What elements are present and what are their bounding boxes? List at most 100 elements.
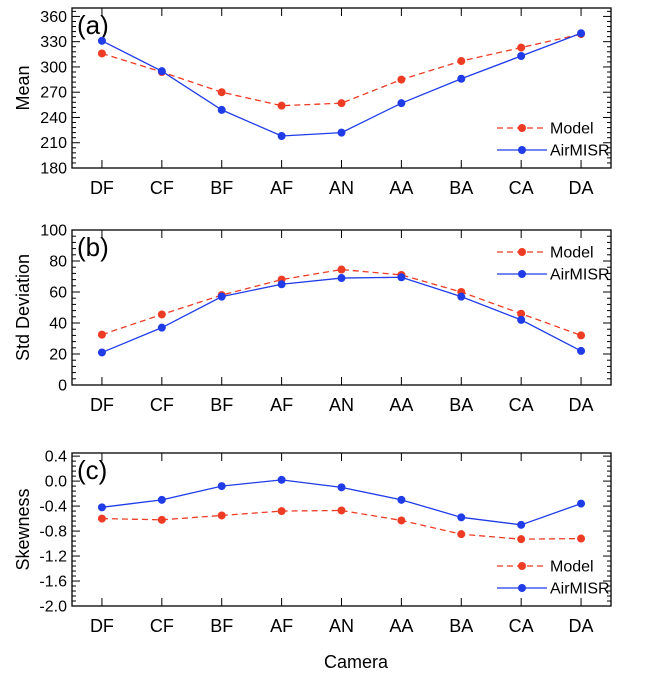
y-tick-label: 80 (49, 254, 67, 271)
data-point-airmisr (397, 99, 406, 108)
y-axis-label: Skewness (13, 488, 33, 570)
data-point-model (337, 265, 346, 274)
legend-marker-airmisr (518, 584, 526, 592)
y-tick-label: 60 (49, 285, 67, 302)
x-tick-label: AN (329, 395, 354, 415)
x-tick-label: BA (449, 616, 473, 636)
series-line-airmisr (101, 32, 582, 137)
x-tick-label: BF (210, 616, 233, 636)
y-tick-label: -0.4 (39, 499, 67, 516)
data-point-airmisr (457, 513, 466, 522)
x-tick-label: DF (90, 178, 114, 198)
plot-frame (71, 452, 612, 607)
data-point-model (457, 530, 466, 539)
y-tick-label: 360 (40, 9, 67, 26)
y-tick-label: 0.4 (45, 449, 67, 466)
data-point-airmisr (337, 483, 346, 492)
series-line-airmisr (101, 276, 582, 354)
y-axis-label: Mean (13, 65, 33, 110)
data-point-airmisr (217, 292, 226, 301)
data-point-airmisr (577, 29, 586, 38)
data-point-model (397, 516, 406, 525)
y-tick-label: 40 (49, 316, 67, 333)
data-point-model (397, 75, 406, 84)
y-axis-label: Std Deviation (13, 254, 33, 361)
legend-label-model: Model (550, 121, 594, 138)
x-tick-label: BF (210, 178, 233, 198)
legend-label-model: Model (550, 245, 594, 262)
data-point-model (157, 310, 166, 319)
data-point-airmisr (277, 280, 286, 289)
panel-b: 0 20 40 60 80 100 DF CF BF AF AN AA BA CA DA Std Deviat… (13, 223, 612, 415)
data-point-model (277, 507, 286, 516)
x-tick-label: AN (329, 616, 354, 636)
data-point-model (97, 514, 106, 523)
y-tick-label: 300 (40, 59, 67, 76)
data-point-airmisr (517, 52, 526, 60)
data-point-airmisr (337, 274, 346, 283)
y-tick-label: 100 (40, 223, 67, 240)
data-point-airmisr (157, 495, 166, 504)
series-line-model (101, 509, 582, 540)
panel-c: -2.0 -1.6 -1.2 -0.8 -0.4 0.0 0.4 DF CF BF AF AN AA BA… (13, 449, 612, 636)
x-tick-label: AA (389, 616, 413, 636)
plot-frame (71, 7, 612, 169)
data-point-model (337, 506, 346, 515)
data-point-airmisr (457, 292, 466, 301)
series-line-model (101, 268, 582, 337)
x-tick-label: DF (90, 616, 114, 636)
x-tick-label: AF (270, 178, 293, 198)
data-point-model (517, 535, 526, 544)
data-point-airmisr (517, 520, 526, 529)
y-tick-label: -0.8 (39, 524, 67, 541)
y-tick-label: -2.0 (39, 599, 67, 616)
data-point-model (217, 88, 226, 97)
x-tick-label: CA (509, 178, 534, 198)
legend-marker-airmisr (518, 270, 526, 278)
data-point-model (157, 515, 166, 524)
legend-marker-model (518, 248, 526, 256)
x-tick-label: AN (329, 178, 354, 198)
x-tick-label: AF (270, 616, 293, 636)
y-tick-label: 240 (40, 110, 67, 127)
x-tick-label: AF (270, 395, 293, 415)
legend-label-airmisr: AirMISR (550, 143, 610, 160)
x-tick-label: CA (509, 395, 534, 415)
data-point-model (457, 57, 466, 66)
data-point-model (277, 101, 286, 110)
plot-frame (71, 229, 612, 386)
y-tick-label: -1.6 (39, 574, 67, 591)
data-point-airmisr (397, 273, 406, 282)
data-point-airmisr (157, 323, 166, 332)
data-point-airmisr (577, 499, 586, 508)
x-tick-label: AA (389, 178, 413, 198)
data-point-model (97, 330, 106, 339)
data-point-model (577, 534, 586, 543)
data-point-airmisr (277, 475, 286, 484)
legend-label-airmisr: AirMISR (550, 267, 610, 284)
legend-label-model: Model (550, 559, 594, 576)
legend-label-airmisr: AirMISR (550, 581, 610, 598)
y-tick-label: 180 (40, 161, 67, 178)
x-tick-label: DF (90, 395, 114, 415)
series-line-model (101, 33, 582, 107)
data-point-airmisr (337, 128, 346, 137)
x-tick-label: BA (449, 395, 473, 415)
data-point-airmisr (217, 105, 226, 114)
data-point-model (337, 99, 346, 108)
data-point-model (517, 43, 526, 52)
data-point-airmisr (397, 495, 406, 504)
x-axis-label: Camera (324, 652, 389, 672)
panel-label: (b) (77, 232, 109, 262)
data-point-airmisr (577, 346, 586, 355)
panel-a: 180 210 240 270 300 330 360 DF CF BF AF AN AA BA CA DA M… (13, 7, 612, 198)
x-tick-label: DA (569, 395, 594, 415)
legend-marker-model (518, 124, 526, 132)
data-point-airmisr (97, 36, 106, 45)
x-tick-label: DA (569, 616, 594, 636)
y-tick-label: 0 (58, 378, 67, 395)
data-point-model (577, 331, 586, 340)
y-tick-label: -1.2 (39, 549, 67, 566)
x-tick-label: AA (389, 395, 413, 415)
